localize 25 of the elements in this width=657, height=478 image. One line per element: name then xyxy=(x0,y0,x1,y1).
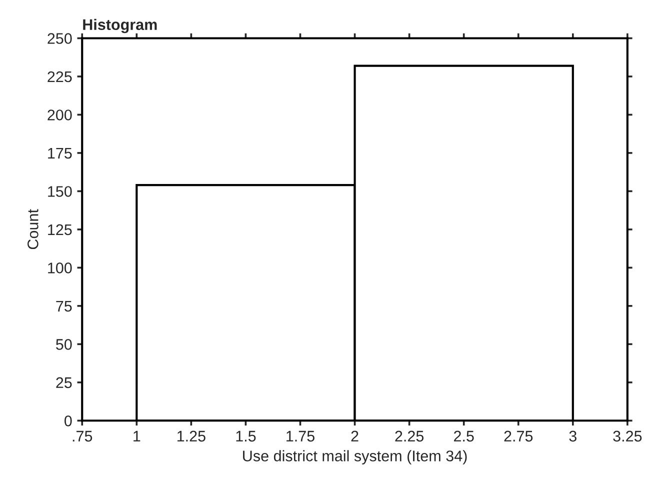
y-tick-label: 75 xyxy=(56,300,72,312)
x-tick-label: 2 xyxy=(351,430,358,442)
y-tick-label: 25 xyxy=(56,377,72,388)
y-tick-label: 50 xyxy=(56,339,72,350)
y-tick-label: 250 xyxy=(48,33,72,44)
x-tick-label: 1.25 xyxy=(177,430,206,442)
x-tick-label: 1.75 xyxy=(286,430,314,442)
x-tick-label: 1 xyxy=(134,430,140,442)
y-tick-label: 150 xyxy=(48,186,72,197)
y-tick-label: 225 xyxy=(48,71,72,82)
y-axis-title: Count xyxy=(28,209,38,250)
x-tick-label: 1.5 xyxy=(236,430,256,442)
x-axis-title: Use district mail system (Item 34) xyxy=(243,450,467,464)
y-tick-label: 100 xyxy=(48,262,72,274)
x-tick-label: 3 xyxy=(569,430,576,442)
y-tick-label: 0 xyxy=(64,416,72,426)
x-tick-label: 2.25 xyxy=(395,430,424,442)
x-tick-label: 3.25 xyxy=(613,430,642,442)
x-tick-label: .75 xyxy=(72,430,92,442)
chart-title: Histogram xyxy=(83,18,157,34)
x-tick-label: 2.75 xyxy=(504,430,533,442)
x-tick-label: 2.5 xyxy=(454,430,474,442)
y-tick-label: 175 xyxy=(48,148,72,159)
y-tick-label: 200 xyxy=(48,110,72,120)
y-tick-label: 125 xyxy=(48,224,72,236)
